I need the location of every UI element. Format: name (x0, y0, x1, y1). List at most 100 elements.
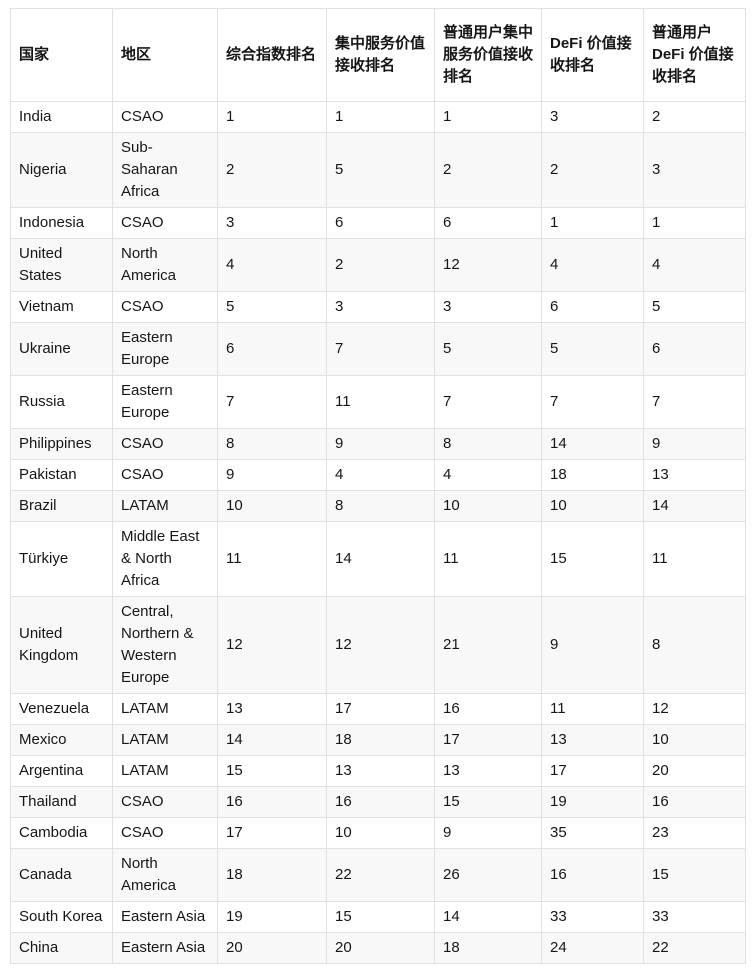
rank-cell: 20 (326, 932, 435, 964)
rank-cell: 16 (217, 786, 327, 818)
table-row: United Kingdom Central, Northern & Wester… (10, 596, 746, 694)
rank-cell: 5 (643, 291, 746, 323)
rank-cell: 22 (643, 932, 746, 964)
rank-cell: 14 (326, 521, 435, 597)
rank-cell: 14 (434, 901, 542, 933)
rank-cell: 15 (541, 521, 644, 597)
rank-cell: 10 (643, 724, 746, 756)
rank-cell: 18 (541, 459, 644, 491)
rank-cell: 3 (217, 207, 327, 239)
region-cell: North America (112, 238, 218, 292)
rank-cell: 4 (217, 238, 327, 292)
rank-cell: 23 (643, 817, 746, 849)
rank-cell: 22 (326, 848, 435, 902)
rank-cell: 13 (541, 724, 644, 756)
rank-cell: 4 (643, 238, 746, 292)
rank-cell: 16 (541, 848, 644, 902)
rank-cell: 3 (541, 101, 644, 133)
rank-cell: 10 (434, 490, 542, 522)
region-cell: LATAM (112, 724, 218, 756)
rank-cell: 5 (326, 132, 435, 208)
country-cell: Ukraine (10, 322, 113, 376)
rank-cell: 17 (326, 693, 435, 725)
rank-cell: 7 (541, 375, 644, 429)
rank-cell: 12 (326, 596, 435, 694)
region-cell: Eastern Europe (112, 322, 218, 376)
rank-cell: 16 (434, 693, 542, 725)
rank-cell: 13 (217, 693, 327, 725)
rank-cell: 1 (434, 101, 542, 133)
table-row: China Eastern Asia 20 20 18 24 22 (10, 932, 746, 964)
rank-cell: 14 (217, 724, 327, 756)
rank-cell: 18 (434, 932, 542, 964)
rank-cell: 10 (326, 817, 435, 849)
country-cell: Philippines (10, 428, 113, 460)
rank-cell: 2 (643, 101, 746, 133)
table-row: Cambodia CSAO 17 10 9 35 23 (10, 817, 746, 849)
rank-cell: 8 (326, 490, 435, 522)
rank-cell: 17 (541, 755, 644, 787)
column-header: 综合指数排名 (217, 8, 327, 102)
rank-cell: 9 (541, 596, 644, 694)
country-cell: Canada (10, 848, 113, 902)
rank-cell: 5 (434, 322, 542, 376)
rank-cell: 2 (326, 238, 435, 292)
country-cell: Venezuela (10, 693, 113, 725)
region-cell: LATAM (112, 693, 218, 725)
crypto-adoption-ranking-table: 国家 地区 综合指数排名 集中服务价值接收排名 普通用户集中服务价值接收排名 DeFi 价… (10, 8, 746, 964)
rank-cell: 3 (326, 291, 435, 323)
country-cell: India (10, 101, 113, 133)
column-header: 普通用户 DeFi 价值接收排名 (643, 8, 746, 102)
rank-cell: 2 (217, 132, 327, 208)
rank-cell: 16 (326, 786, 435, 818)
rank-cell: 6 (643, 322, 746, 376)
rank-cell: 15 (643, 848, 746, 902)
country-cell: Mexico (10, 724, 113, 756)
rank-cell: 3 (643, 132, 746, 208)
rank-cell: 20 (217, 932, 327, 964)
table-row: Russia Eastern Europe 7 11 7 7 7 (10, 375, 746, 429)
rank-cell: 5 (217, 291, 327, 323)
country-cell: Argentina (10, 755, 113, 787)
table-row: Venezuela LATAM 13 17 16 11 12 (10, 693, 746, 725)
country-cell: United States (10, 238, 113, 292)
rank-cell: 6 (326, 207, 435, 239)
rank-cell: 10 (217, 490, 327, 522)
rank-cell: 11 (326, 375, 435, 429)
rank-cell: 9 (434, 817, 542, 849)
rank-cell: 13 (326, 755, 435, 787)
column-header: 地区 (112, 8, 218, 102)
rank-cell: 12 (434, 238, 542, 292)
rank-cell: 4 (326, 459, 435, 491)
rank-cell: 12 (217, 596, 327, 694)
rank-cell: 18 (217, 848, 327, 902)
rank-cell: 13 (434, 755, 542, 787)
region-cell: Middle East & North Africa (112, 521, 218, 597)
rank-cell: 10 (541, 490, 644, 522)
rank-cell: 9 (217, 459, 327, 491)
rank-cell: 9 (643, 428, 746, 460)
region-cell: Eastern Europe (112, 375, 218, 429)
region-cell: CSAO (112, 207, 218, 239)
rank-cell: 17 (434, 724, 542, 756)
rank-cell: 15 (326, 901, 435, 933)
rank-cell: 17 (217, 817, 327, 849)
country-cell: Vietnam (10, 291, 113, 323)
region-cell: Sub-Saharan Africa (112, 132, 218, 208)
rank-cell: 7 (217, 375, 327, 429)
column-header: 普通用户集中服务价值接收排名 (434, 8, 542, 102)
rank-cell: 19 (541, 786, 644, 818)
rank-cell: 4 (434, 459, 542, 491)
rank-cell: 18 (326, 724, 435, 756)
rank-cell: 1 (326, 101, 435, 133)
table-row: United States North America 4 2 12 4 4 (10, 238, 746, 292)
rank-cell: 33 (643, 901, 746, 933)
region-cell: Eastern Asia (112, 932, 218, 964)
region-cell: CSAO (112, 786, 218, 818)
rank-cell: 2 (541, 132, 644, 208)
rank-cell: 1 (217, 101, 327, 133)
rank-cell: 11 (217, 521, 327, 597)
rank-cell: 6 (434, 207, 542, 239)
rank-cell: 15 (434, 786, 542, 818)
